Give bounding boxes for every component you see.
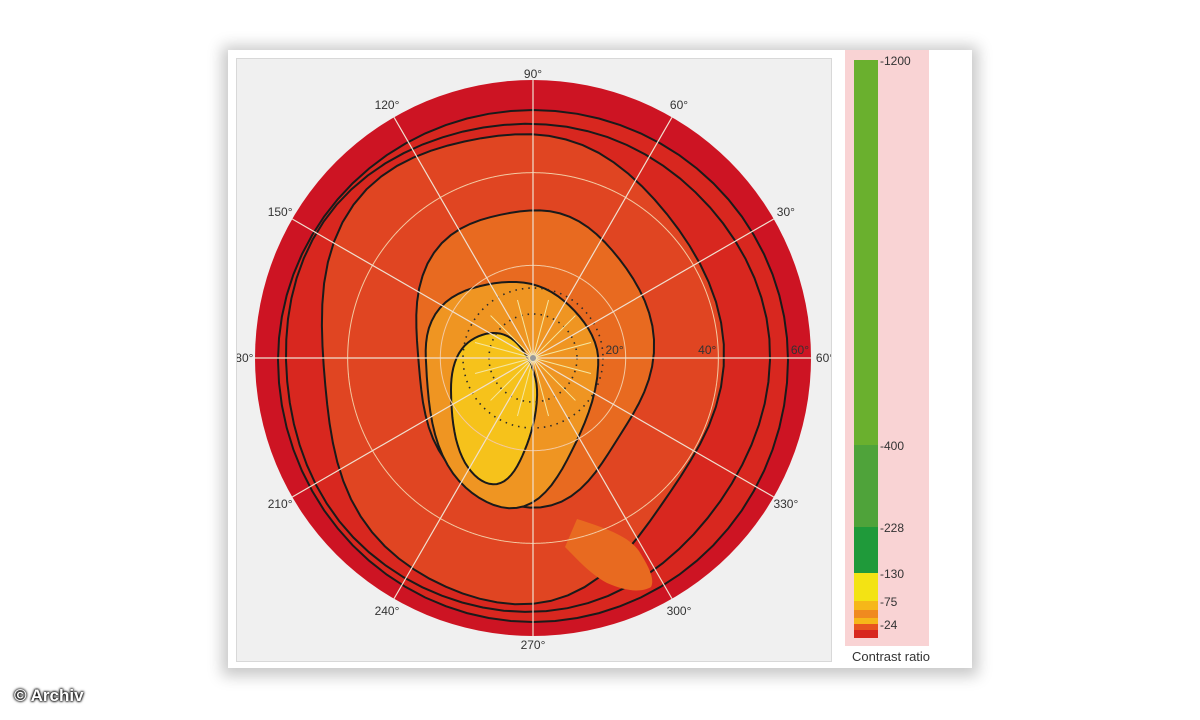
scale-band [854, 445, 878, 527]
angle-label: 210° [268, 497, 293, 511]
minor-spoke [532, 357, 550, 417]
minor-spoke [490, 357, 534, 401]
radial-label: 60° [791, 343, 809, 357]
scale-label: -24 [880, 618, 898, 632]
minor-spoke [516, 357, 534, 417]
polar-contour-plot: 90° 60° 30° 60° 330° 300° 270° 240° 210° 180° 150°… [237, 67, 831, 652]
radial-label: 40° [698, 343, 716, 357]
contour-zone-lobe [565, 519, 653, 591]
minor-spoke [474, 357, 534, 375]
color-scale: -1200 -400 -228 -130 -75 -24 [854, 54, 911, 638]
angle-spoke [532, 218, 775, 359]
scale-band [854, 60, 878, 445]
minor-spoke [532, 299, 550, 359]
angle-label: 180° [237, 351, 254, 365]
angle-spoke [532, 116, 673, 359]
angle-label: 120° [375, 98, 400, 112]
scale-band-accent [854, 610, 878, 618]
angle-label: 60° [670, 98, 688, 112]
scale-label: -130 [880, 567, 904, 581]
minor-spoke [490, 315, 534, 359]
angle-spoke [532, 357, 775, 498]
angle-spoke [291, 218, 534, 359]
angle-label: 300° [667, 604, 692, 618]
minor-spoke [474, 341, 534, 359]
angle-label: 90° [524, 67, 542, 81]
scale-label: -228 [880, 521, 904, 535]
angle-spoke [393, 357, 534, 600]
scale-band [854, 573, 878, 601]
scale-label: -75 [880, 595, 898, 609]
minor-spoke [532, 357, 576, 401]
copyright-watermark: © Archiv [14, 686, 84, 705]
angle-label: 150° [268, 205, 293, 219]
contour-zone-6 [449, 331, 539, 486]
angle-label: 270° [521, 638, 546, 652]
angle-label: 240° [375, 604, 400, 618]
minor-spoke [532, 357, 592, 375]
chart-card: 90° 60° 30° 60° 330° 300° 270° 240° 210° 180° 150°… [228, 50, 972, 668]
color-scale-caption: Contrast ratio [852, 649, 931, 664]
minor-spoke [532, 315, 576, 359]
center-point [530, 355, 536, 361]
angle-label: 60° [816, 351, 831, 365]
scale-band [854, 527, 878, 573]
color-scale-panel: -1200 -400 -228 -130 -75 -24 [845, 50, 929, 646]
minor-spoke [516, 299, 534, 359]
angle-label: 30° [777, 205, 795, 219]
radial-label: 20° [606, 343, 624, 357]
angle-spoke [291, 357, 534, 498]
minor-spoke [532, 341, 592, 359]
polar-plot-panel: 90° 60° 30° 60° 330° 300° 270° 240° 210° 180° 150°… [236, 58, 832, 662]
scale-label: -400 [880, 439, 904, 453]
scale-label: -1200 [880, 54, 911, 68]
angle-label: 330° [773, 497, 798, 511]
angle-spoke [532, 357, 673, 600]
scale-band-accent [854, 630, 878, 638]
angle-spoke [393, 116, 534, 359]
